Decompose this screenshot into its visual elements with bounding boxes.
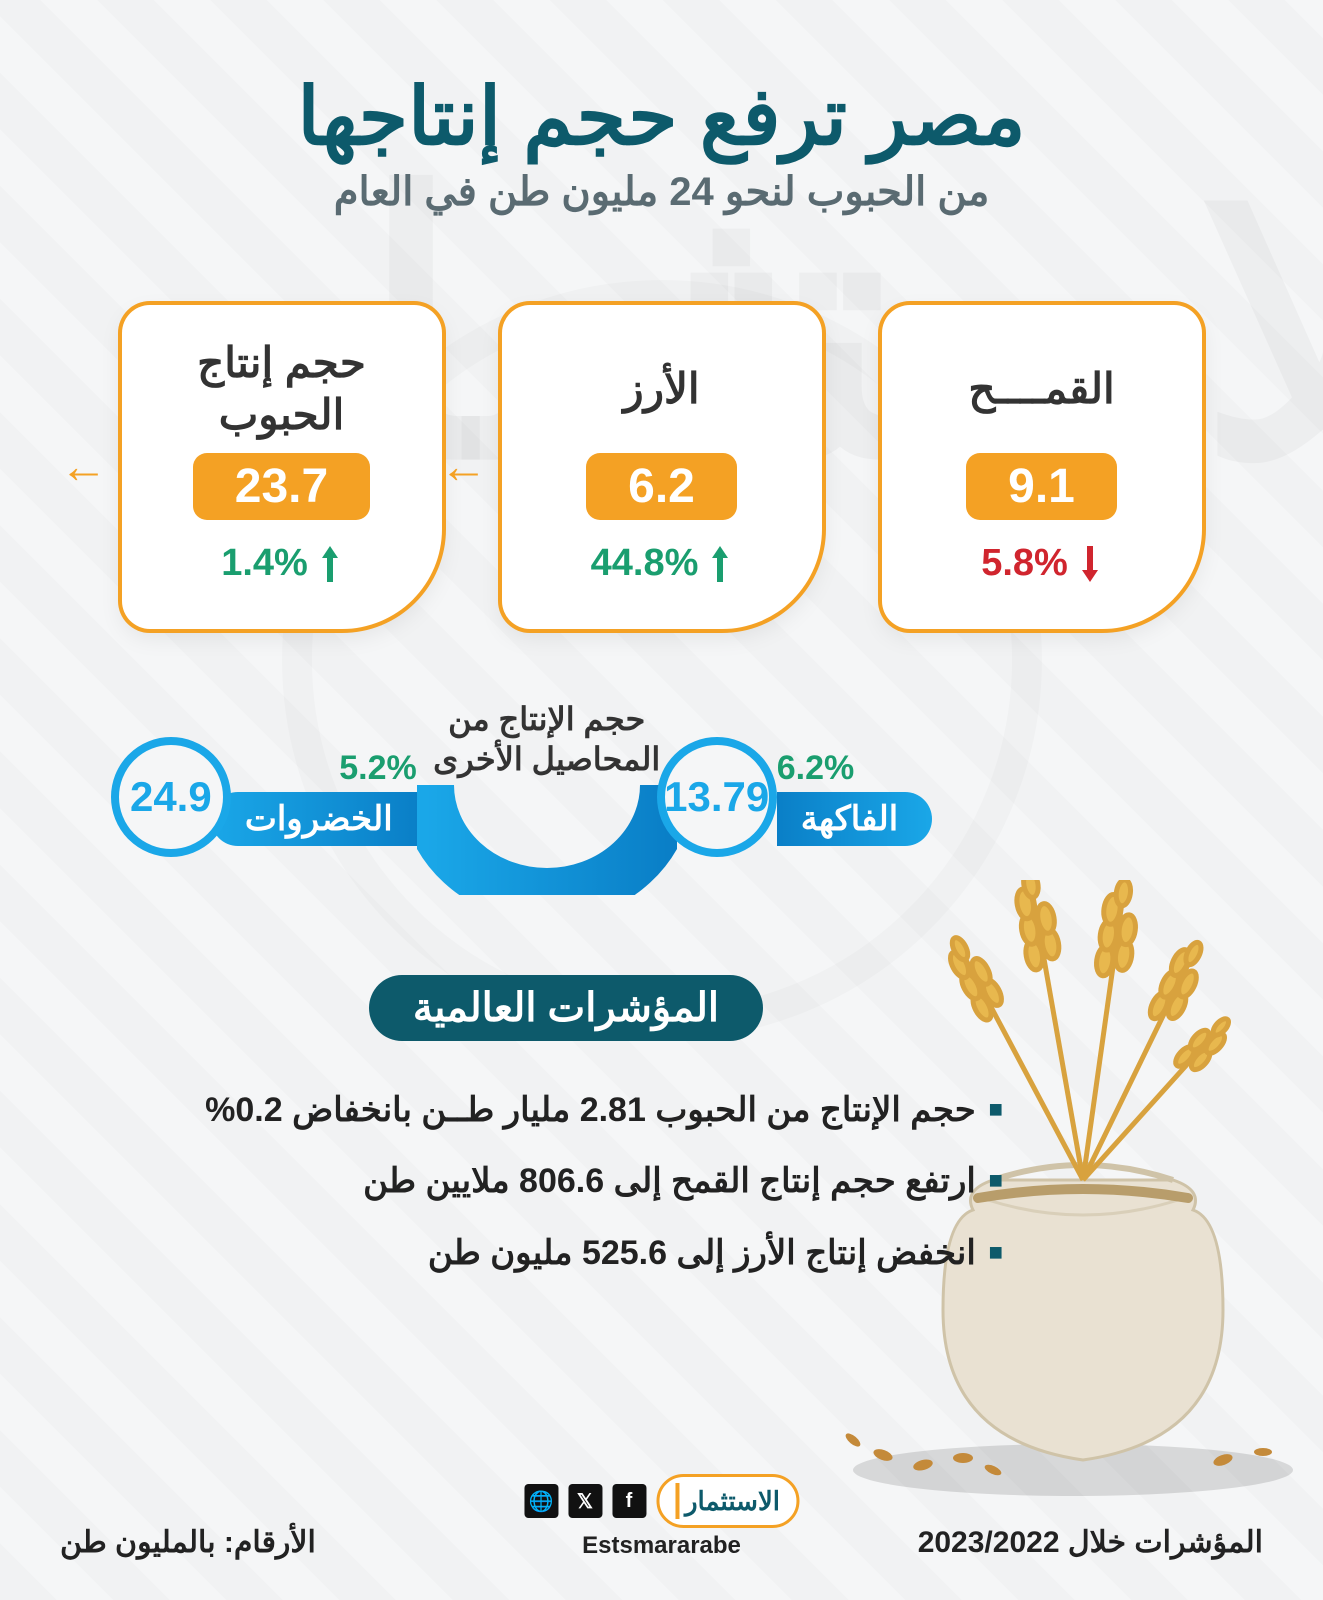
title-main: مصر ترفع حجم إنتاجها: [0, 70, 1323, 163]
footer-left-note: المؤشرات خلال 2023/2022: [918, 1525, 1263, 1560]
global-indicators: المؤشرات العالمية حجم الإنتاج من الحبوب …: [0, 975, 1323, 1289]
footer: الأرقام: بالمليون طن الاستثمار f 𝕏 🌐 Est…: [0, 1525, 1323, 1560]
global-item: حجم الإنتاج من الحبوب 2.81 مليار طــن با…: [80, 1075, 1003, 1146]
stat-card-change: 44.8%: [522, 542, 802, 585]
crops-center: حجم الإنتاج من المحاصيل الأخرى: [417, 699, 677, 895]
arrow-up-icon: [318, 544, 342, 584]
change-pct: 1.4%: [221, 542, 308, 585]
x-icon: 𝕏: [568, 1484, 602, 1518]
connector-arrow-icon: ←: [60, 440, 108, 495]
brand-logo: الاستثمار: [656, 1474, 799, 1528]
crop-label: الخضروات: [211, 792, 417, 846]
title-sub: من الحبوب لنحو 24 مليون طن في العام: [0, 169, 1323, 215]
web-icon: 🌐: [524, 1484, 558, 1518]
crop-vegetables: 24.9 5.2% الخضروات: [111, 737, 417, 857]
crop-value: 24.9: [111, 737, 231, 857]
brand-text: الاستثمار: [685, 1486, 780, 1517]
social-handle: Estsmararabe: [524, 1532, 799, 1560]
stat-card-grain: حجم إنتاج الحبوب 23.7 1.4% ←: [122, 305, 442, 629]
header: مصر ترفع حجم إنتاجها من الحبوب لنحو 24 م…: [0, 0, 1323, 215]
arrow-up-icon: [708, 544, 732, 584]
global-title: المؤشرات العالمية: [369, 975, 763, 1041]
connector-arrow-icon: ←: [440, 440, 488, 495]
stat-card-wheat: القمــــح 9.1 5.8%: [882, 305, 1202, 629]
global-list: حجم الإنتاج من الحبوب 2.81 مليار طــن با…: [80, 1075, 1003, 1289]
global-item: انخفض إنتاج الأرز إلى 525.6 مليون طن: [80, 1218, 1003, 1289]
stat-card-title: حجم إنتاج الحبوب: [142, 333, 422, 445]
crops-center-label: حجم الإنتاج من المحاصيل الأخرى: [417, 699, 677, 779]
footer-right-note: الأرقام: بالمليون طن: [60, 1525, 316, 1560]
crop-pct: 5.2%: [339, 749, 417, 788]
crop-pct: 6.2%: [777, 749, 855, 788]
global-item: ارتفع حجم إنتاج القمح إلى 806.6 ملايين ط…: [80, 1146, 1003, 1217]
stat-card-change: 1.4%: [142, 542, 422, 585]
stat-cards-row: حجم إنتاج الحبوب 23.7 1.4% ← الأرز 6.2 4…: [0, 305, 1323, 629]
stat-card-title: القمــــح: [902, 333, 1182, 445]
crop-value: 13.79: [657, 737, 777, 857]
stat-card-title: الأرز: [522, 333, 802, 445]
footer-center: الاستثمار f 𝕏 🌐 Estsmararabe: [524, 1474, 799, 1560]
crop-fruit: 6.2% الفاكهة 13.79: [677, 737, 932, 857]
facebook-icon: f: [612, 1484, 646, 1518]
stat-card-value: 23.7: [193, 453, 370, 520]
stat-card-change: 5.8%: [902, 542, 1182, 585]
change-pct: 44.8%: [591, 542, 699, 585]
arrow-down-icon: [1078, 544, 1102, 584]
stat-card-value: 9.1: [966, 453, 1117, 520]
change-pct: 5.8%: [981, 542, 1068, 585]
crops-arc-icon: [417, 775, 677, 895]
stat-card-value: 6.2: [586, 453, 737, 520]
stat-card-rice: الأرز 6.2 44.8% ←: [502, 305, 822, 629]
social-icons: الاستثمار f 𝕏 🌐: [524, 1474, 799, 1528]
crop-label: الفاكهة: [777, 792, 932, 846]
brand-bar-icon: [675, 1483, 679, 1519]
other-crops-section: 24.9 5.2% الخضروات حجم الإنتاج من المحاص…: [0, 699, 1323, 895]
